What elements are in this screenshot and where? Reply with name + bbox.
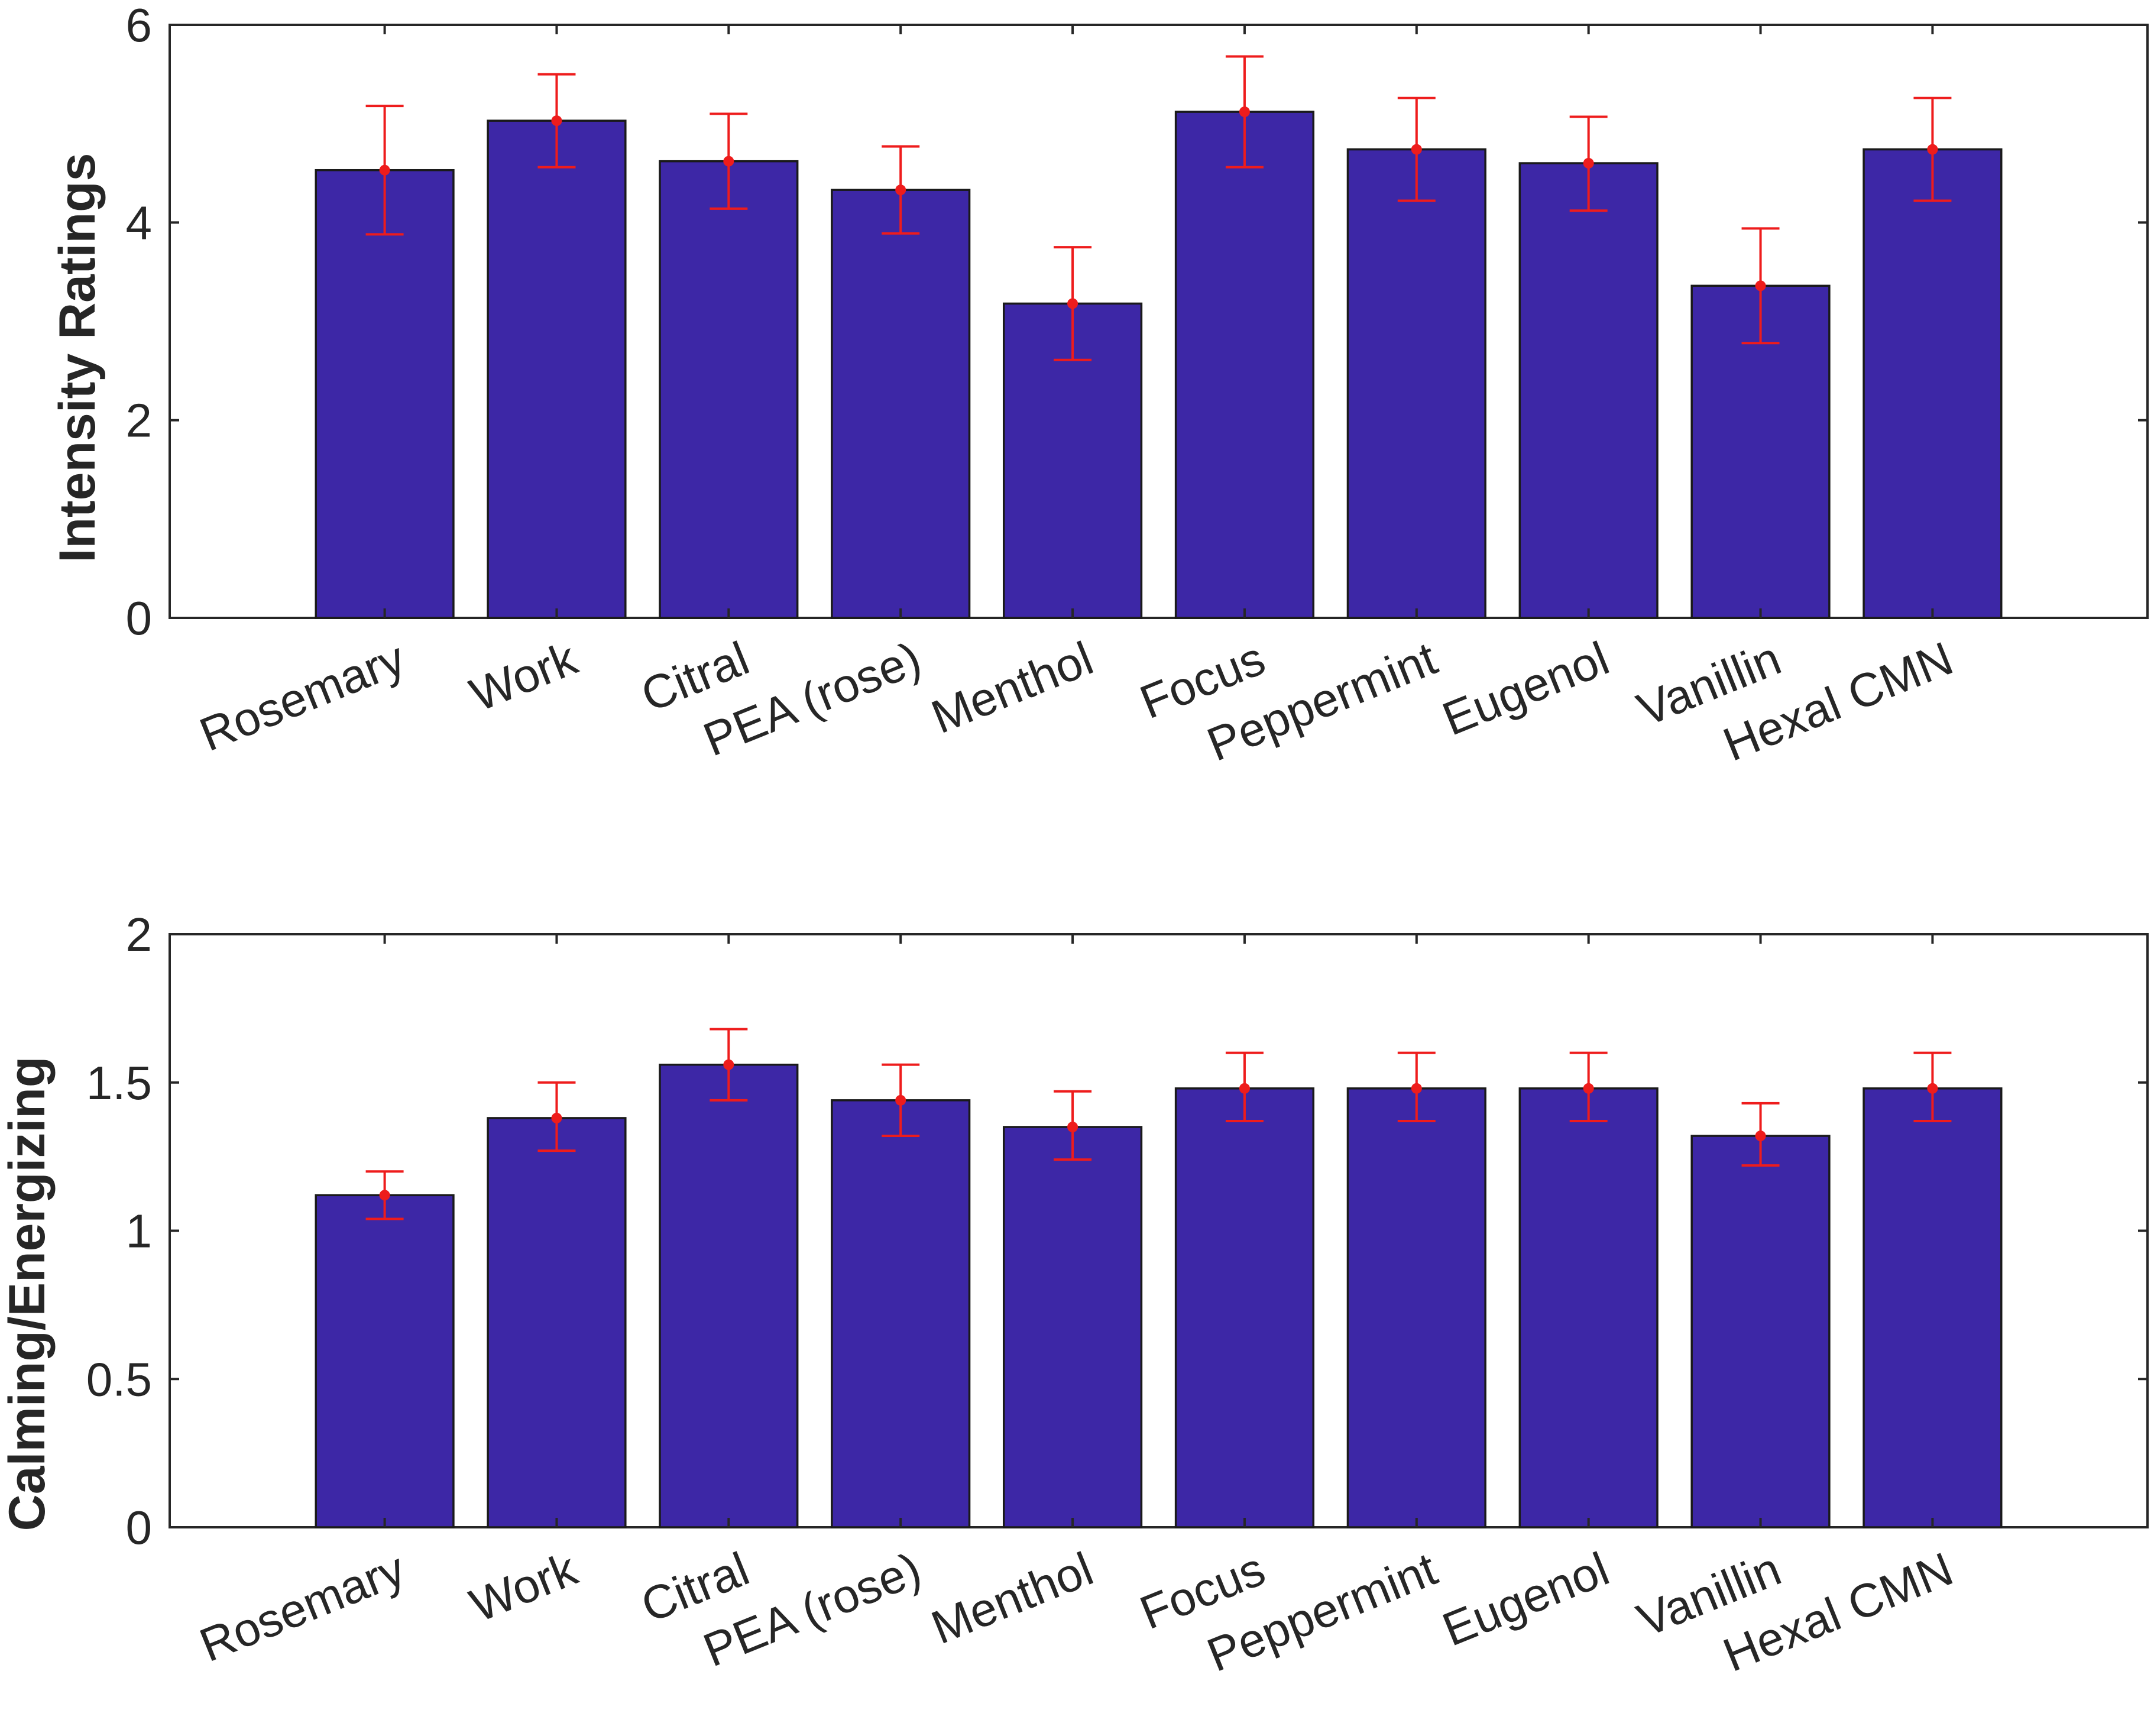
intensity-mean-marker bbox=[1411, 144, 1422, 155]
intensity-y-tick-label: 2 bbox=[126, 394, 153, 447]
intensity-mean-marker bbox=[379, 164, 390, 176]
calming-bar bbox=[1518, 1087, 1659, 1528]
intensity-bar bbox=[659, 160, 799, 619]
calming-bar bbox=[1863, 1087, 2003, 1528]
calming-bar bbox=[487, 1117, 627, 1528]
calming-mean-marker bbox=[1755, 1131, 1766, 1142]
calming-bar bbox=[1346, 1087, 1486, 1528]
calming-y-tick-label: 1 bbox=[126, 1205, 153, 1258]
calming-y-tick-label: 0 bbox=[126, 1501, 153, 1554]
intensity-mean-marker bbox=[1927, 144, 1938, 155]
intensity-bar bbox=[1518, 162, 1659, 619]
intensity-axes-box bbox=[169, 24, 2149, 619]
intensity-mean-marker bbox=[723, 156, 734, 167]
calming-mean-marker bbox=[723, 1059, 734, 1070]
calming-y-axis-title: Calming/Energizing bbox=[0, 1057, 56, 1531]
intensity-mean-marker bbox=[1755, 280, 1766, 292]
calming-y-tick-label: 2 bbox=[126, 908, 153, 961]
intensity-y-tick-label: 0 bbox=[126, 592, 153, 644]
intensity-bar bbox=[1174, 111, 1315, 619]
intensity-mean-marker bbox=[551, 115, 562, 127]
intensity-bar bbox=[487, 119, 627, 619]
calming-y-tick-label: 0.5 bbox=[86, 1353, 152, 1405]
calming-mean-marker bbox=[895, 1094, 906, 1106]
calming-bar bbox=[1690, 1135, 1831, 1528]
intensity-mean-marker bbox=[1067, 298, 1078, 309]
intensity-mean-marker bbox=[1583, 158, 1594, 169]
calming-mean-marker bbox=[551, 1112, 562, 1123]
intensity-bar bbox=[831, 189, 971, 619]
intensity-mean-marker bbox=[895, 184, 906, 196]
intensity-mean-marker bbox=[1239, 106, 1250, 118]
calming-mean-marker bbox=[1411, 1083, 1422, 1094]
intensity-y-tick-label: 6 bbox=[126, 0, 153, 51]
intensity-bar bbox=[1346, 148, 1486, 619]
calming-mean-marker bbox=[1067, 1121, 1078, 1132]
calming-y-tick-label: 1.5 bbox=[86, 1057, 152, 1109]
calming-bar bbox=[1174, 1087, 1315, 1528]
calming-mean-marker bbox=[1583, 1083, 1594, 1094]
calming-bar bbox=[315, 1194, 455, 1528]
intensity-y-axis-title: Intensity Ratings bbox=[49, 153, 106, 563]
calming-bar bbox=[831, 1099, 971, 1528]
intensity-y-tick-label: 4 bbox=[126, 196, 153, 249]
calming-mean-marker bbox=[379, 1190, 390, 1201]
calming-bar bbox=[659, 1063, 799, 1528]
calming-mean-marker bbox=[1239, 1083, 1250, 1094]
intensity-bar bbox=[315, 169, 455, 619]
intensity-bar bbox=[1863, 148, 2003, 619]
calming-mean-marker bbox=[1927, 1083, 1938, 1094]
calming-bar bbox=[1002, 1126, 1143, 1528]
